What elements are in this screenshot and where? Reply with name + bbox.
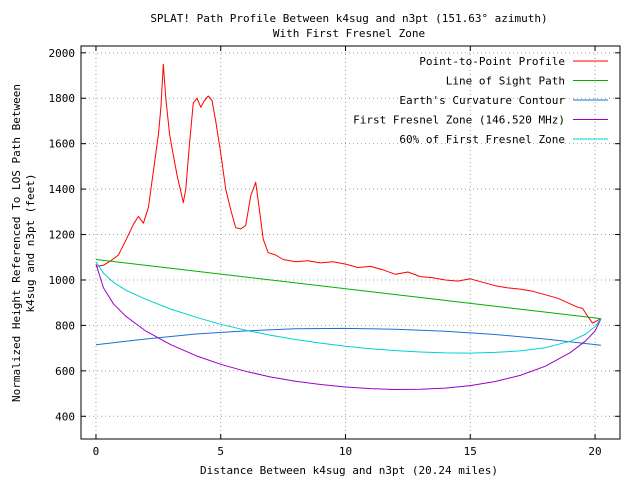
x-tick-label: 15 (464, 445, 477, 458)
series-line-earth-curvature-contour (95, 327, 602, 346)
series-line-line-of-sight-path (95, 259, 602, 320)
y-axis-label-line-1: Normalized Height Referenced To LOS Path… (10, 84, 23, 402)
x-tick-label: 5 (217, 445, 224, 458)
series-line-first-fresnel-zone (95, 263, 602, 390)
series-line-point-to-point-profile (95, 63, 602, 324)
y-tick-label: 800 (55, 319, 75, 332)
y-tick-label: 1400 (49, 183, 76, 196)
x-tick-label: 20 (588, 445, 601, 458)
y-tick-label: 400 (55, 410, 75, 423)
x-axis-label: Distance Between k4sug and n3pt (20.24 m… (200, 464, 498, 477)
legend-label-earth-curvature-contour: Earth's Curvature Contour (399, 94, 565, 107)
chart-title: SPLAT! Path Profile Between k4sug and n3… (150, 12, 547, 25)
legend-label-line-of-sight-path: Line of Sight Path (446, 75, 565, 88)
legend: Point-to-Point Profile Line of Sight Path… (353, 55, 608, 146)
legend-label-sixty-percent-fresnel-zone: 60% of First Fresnel Zone (399, 133, 565, 146)
y-axis-label-line-2: k4sug and n3pt (feet) (24, 173, 37, 312)
legend-label-first-fresnel-zone: First Fresnel Zone (146.520 MHz) (353, 114, 565, 127)
series-line-sixty-percent-fresnel-zone (95, 261, 602, 354)
x-tick-label: 10 (339, 445, 352, 458)
series-layer (95, 63, 602, 390)
legend-label-point-to-point-profile: Point-to-Point Profile (419, 55, 565, 68)
y-tick-label: 1200 (49, 229, 76, 242)
y-tick-label: 600 (55, 365, 75, 378)
y-tick-label: 1600 (49, 138, 76, 151)
y-tick-label: 1800 (49, 92, 76, 105)
grid-layer (81, 46, 620, 439)
plot-frame (80, 45, 621, 440)
tick-layer: 0 5 10 15 20 400 600 800 1000 1200 1400 1600 1800 200… (49, 46, 620, 458)
x-tick-label: 0 (93, 445, 100, 458)
chart-subtitle: With First Fresnel Zone (273, 27, 425, 40)
y-tick-label: 1000 (49, 274, 76, 287)
y-tick-label: 2000 (49, 47, 76, 60)
